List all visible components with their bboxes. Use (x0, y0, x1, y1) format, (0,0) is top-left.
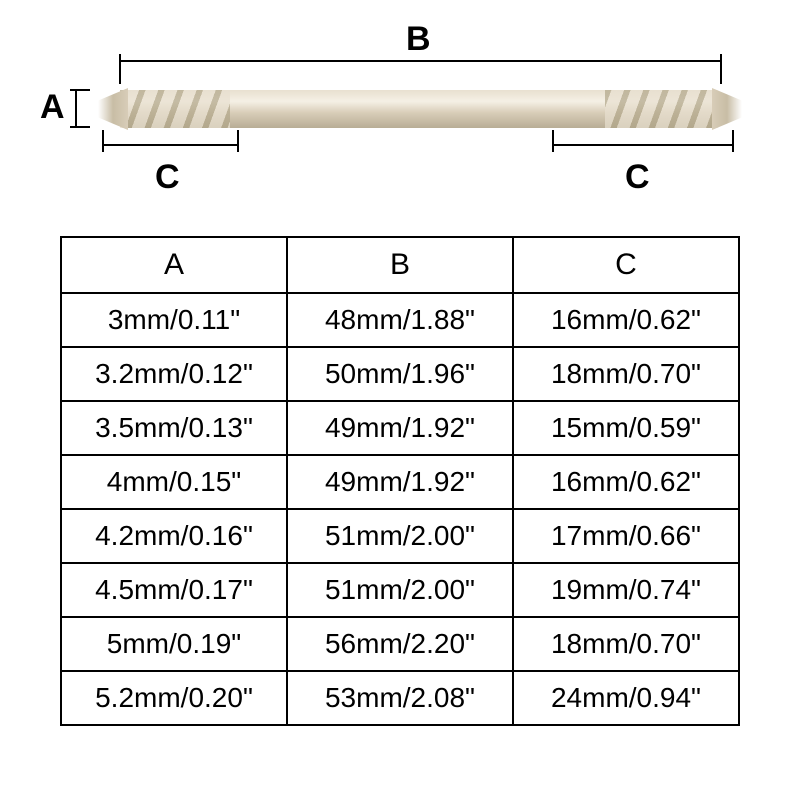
dimensions-table-container: A B C 3mm/0.11"48mm/1.88"16mm/0.62"3.2mm… (60, 236, 740, 726)
table-cell: 16mm/0.62" (513, 293, 739, 347)
dimension-label-b: B (406, 20, 431, 59)
drill-tip-left (98, 88, 128, 130)
table-cell: 24mm/0.94" (513, 671, 739, 725)
table-cell: 16mm/0.62" (513, 455, 739, 509)
table-cell: 17mm/0.66" (513, 509, 739, 563)
dimension-tick (732, 130, 734, 152)
table-cell: 49mm/1.92" (287, 401, 513, 455)
dimension-tick (70, 89, 90, 91)
table-cell: 5mm/0.19" (61, 617, 287, 671)
table-row: 4mm/0.15"49mm/1.92"16mm/0.62" (61, 455, 739, 509)
dimension-tick (720, 54, 722, 84)
table-row: 4.5mm/0.17"51mm/2.00"19mm/0.74" (61, 563, 739, 617)
table-cell: 18mm/0.70" (513, 617, 739, 671)
table-cell: 3.2mm/0.12" (61, 347, 287, 401)
table-cell: 50mm/1.96" (287, 347, 513, 401)
dimension-label-c-right: C (625, 158, 650, 197)
table-cell: 19mm/0.74" (513, 563, 739, 617)
table-row: 3mm/0.11"48mm/1.88"16mm/0.62" (61, 293, 739, 347)
column-header-b: B (287, 237, 513, 293)
table-row: 4.2mm/0.16"51mm/2.00"17mm/0.66" (61, 509, 739, 563)
table-row: 5mm/0.19"56mm/2.20"18mm/0.70" (61, 617, 739, 671)
table-row: 3.2mm/0.12"50mm/1.96"18mm/0.70" (61, 347, 739, 401)
dimensions-table: A B C 3mm/0.11"48mm/1.88"16mm/0.62"3.2mm… (60, 236, 740, 726)
dimension-tick (70, 126, 90, 128)
table-cell: 18mm/0.70" (513, 347, 739, 401)
dimension-line-c-right (553, 144, 733, 146)
dimension-label-a: A (40, 88, 65, 127)
table-cell: 5.2mm/0.20" (61, 671, 287, 725)
table-cell: 56mm/2.20" (287, 617, 513, 671)
column-header-c: C (513, 237, 739, 293)
table-cell: 48mm/1.88" (287, 293, 513, 347)
dimension-tick (552, 130, 554, 152)
dimension-tick (102, 130, 104, 152)
dimension-line-c-left (103, 144, 238, 146)
table-cell: 4.2mm/0.16" (61, 509, 287, 563)
table-cell: 49mm/1.92" (287, 455, 513, 509)
table-header-row: A B C (61, 237, 739, 293)
table-cell: 4.5mm/0.17" (61, 563, 287, 617)
table-row: 3.5mm/0.13"49mm/1.92"15mm/0.59" (61, 401, 739, 455)
dimension-diagram: B A C C (0, 0, 800, 220)
table-cell: 51mm/2.00" (287, 563, 513, 617)
dimension-label-c-left: C (155, 158, 180, 197)
dimension-tick (119, 54, 121, 84)
dimension-tick (237, 130, 239, 152)
table-cell: 51mm/2.00" (287, 509, 513, 563)
table-cell: 3.5mm/0.13" (61, 401, 287, 455)
drill-flute-left (120, 90, 230, 128)
table-cell: 3mm/0.11" (61, 293, 287, 347)
table-cell: 4mm/0.15" (61, 455, 287, 509)
table-row: 5.2mm/0.20"53mm/2.08"24mm/0.94" (61, 671, 739, 725)
dimension-line-a (75, 90, 77, 128)
column-header-a: A (61, 237, 287, 293)
table-cell: 15mm/0.59" (513, 401, 739, 455)
dimension-line-b (120, 60, 720, 62)
drill-flute-right (605, 90, 715, 128)
table-cell: 53mm/2.08" (287, 671, 513, 725)
drill-tip-right (712, 88, 742, 130)
